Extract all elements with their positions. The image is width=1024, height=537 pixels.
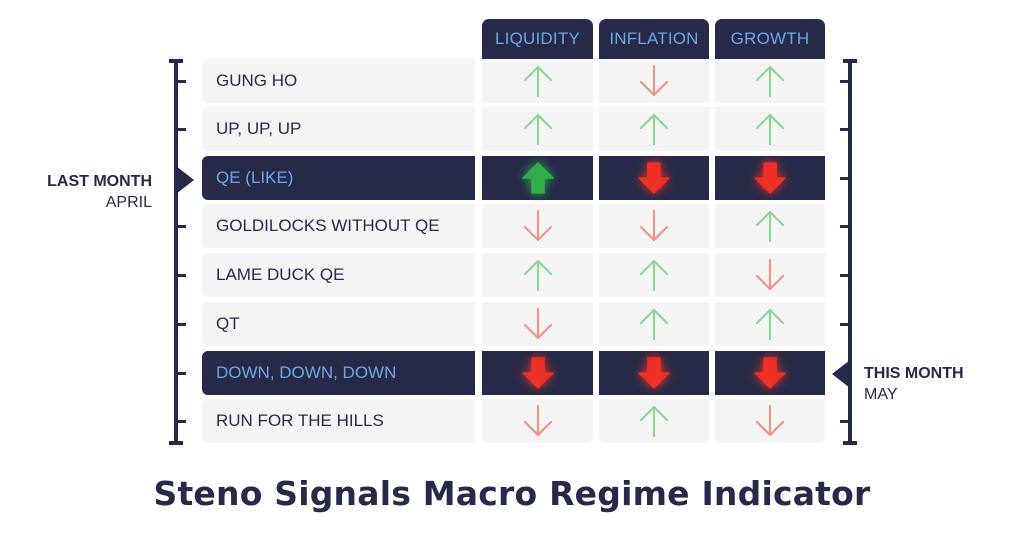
column-header-inflation: INFLATION — [599, 19, 709, 59]
arrow-down-icon — [752, 355, 788, 391]
arrow-down-icon — [636, 63, 672, 99]
signal-cell-growth — [715, 156, 825, 200]
right-axis-cap-top — [843, 59, 857, 63]
regime-label: RUN FOR THE HILLS — [202, 399, 475, 443]
left-axis — [174, 59, 178, 445]
last-month-month: APRIL — [105, 194, 152, 211]
left-axis-tick — [178, 372, 186, 375]
arrow-down-icon — [752, 160, 788, 196]
arrow-down-icon — [636, 208, 672, 244]
arrow-down-icon — [752, 257, 788, 293]
signal-cell-liquidity — [482, 253, 593, 297]
last-month-pointer — [176, 166, 194, 194]
column-header-growth: GROWTH — [715, 19, 825, 59]
left-axis-tick — [178, 323, 186, 326]
page-title: Steno Signals Macro Regime Indicator — [153, 474, 871, 513]
left-axis-cap-bottom — [169, 441, 183, 445]
regime-label: LAME DUCK QE — [202, 253, 475, 297]
arrow-up-icon — [752, 63, 788, 99]
left-axis-tick — [178, 274, 186, 277]
arrow-up-icon — [636, 257, 672, 293]
right-axis-tick — [840, 128, 848, 131]
arrow-up-icon — [636, 111, 672, 147]
left-axis-tick — [178, 177, 186, 180]
arrow-up-icon — [636, 306, 672, 342]
right-axis-tick — [840, 177, 848, 180]
signal-cell-inflation — [599, 204, 709, 248]
signal-cell-inflation — [599, 156, 709, 200]
signal-cell-inflation — [599, 302, 709, 346]
right-axis-tick — [840, 420, 848, 423]
this-month-title: THIS MONTH — [864, 365, 964, 382]
column-header-liquidity: LIQUIDITY — [482, 19, 593, 59]
this-month-label: THIS MONTH MAY — [864, 365, 1004, 404]
left-axis-tick — [178, 420, 186, 423]
arrow-up-icon — [752, 111, 788, 147]
signal-cell-liquidity — [482, 204, 593, 248]
signal-cell-growth — [715, 351, 825, 395]
signal-cell-liquidity — [482, 399, 593, 443]
regime-label: GUNG HO — [202, 59, 475, 103]
arrow-down-icon — [520, 208, 556, 244]
signal-cell-liquidity — [482, 302, 593, 346]
regime-label: GOLDILOCKS WITHOUT QE — [202, 204, 475, 248]
signal-cell-growth — [715, 302, 825, 346]
right-axis-cap-bottom — [843, 441, 857, 445]
arrow-up-icon — [636, 403, 672, 439]
arrow-up-icon — [752, 306, 788, 342]
right-axis-tick — [840, 372, 848, 375]
right-axis-tick — [840, 80, 848, 83]
left-axis-cap-top — [169, 59, 183, 63]
regime-label: QE (LIKE) — [202, 156, 475, 200]
regime-label: QT — [202, 302, 475, 346]
arrow-down-icon — [520, 403, 556, 439]
arrow-down-icon — [636, 160, 672, 196]
right-axis — [848, 59, 852, 445]
arrow-up-icon — [752, 208, 788, 244]
left-axis-tick — [178, 80, 186, 83]
signal-cell-liquidity — [482, 156, 593, 200]
arrow-down-icon — [636, 355, 672, 391]
signal-cell-liquidity — [482, 59, 593, 103]
right-axis-tick — [840, 323, 848, 326]
right-axis-tick — [840, 274, 848, 277]
signal-cell-inflation — [599, 351, 709, 395]
signal-cell-inflation — [599, 59, 709, 103]
signal-cell-growth — [715, 204, 825, 248]
this-month-month: MAY — [864, 386, 898, 403]
arrow-up-icon — [520, 63, 556, 99]
arrow-up-icon — [520, 111, 556, 147]
right-axis-tick — [840, 225, 848, 228]
signal-cell-liquidity — [482, 351, 593, 395]
left-axis-tick — [178, 128, 186, 131]
signal-cell-growth — [715, 59, 825, 103]
arrow-down-icon — [520, 306, 556, 342]
last-month-title: LAST MONTH — [47, 173, 152, 190]
signal-cell-growth — [715, 253, 825, 297]
signal-cell-growth — [715, 399, 825, 443]
signal-cell-inflation — [599, 253, 709, 297]
arrow-down-icon — [752, 403, 788, 439]
arrow-up-icon — [520, 257, 556, 293]
signal-cell-inflation — [599, 399, 709, 443]
regime-label: UP, UP, UP — [202, 107, 475, 151]
signal-cell-liquidity — [482, 107, 593, 151]
signal-cell-inflation — [599, 107, 709, 151]
last-month-label: LAST MONTH APRIL — [30, 173, 152, 212]
left-axis-tick — [178, 225, 186, 228]
signal-cell-growth — [715, 107, 825, 151]
arrow-down-icon — [520, 355, 556, 391]
arrow-up-icon — [520, 160, 556, 196]
regime-label: DOWN, DOWN, DOWN — [202, 351, 475, 395]
